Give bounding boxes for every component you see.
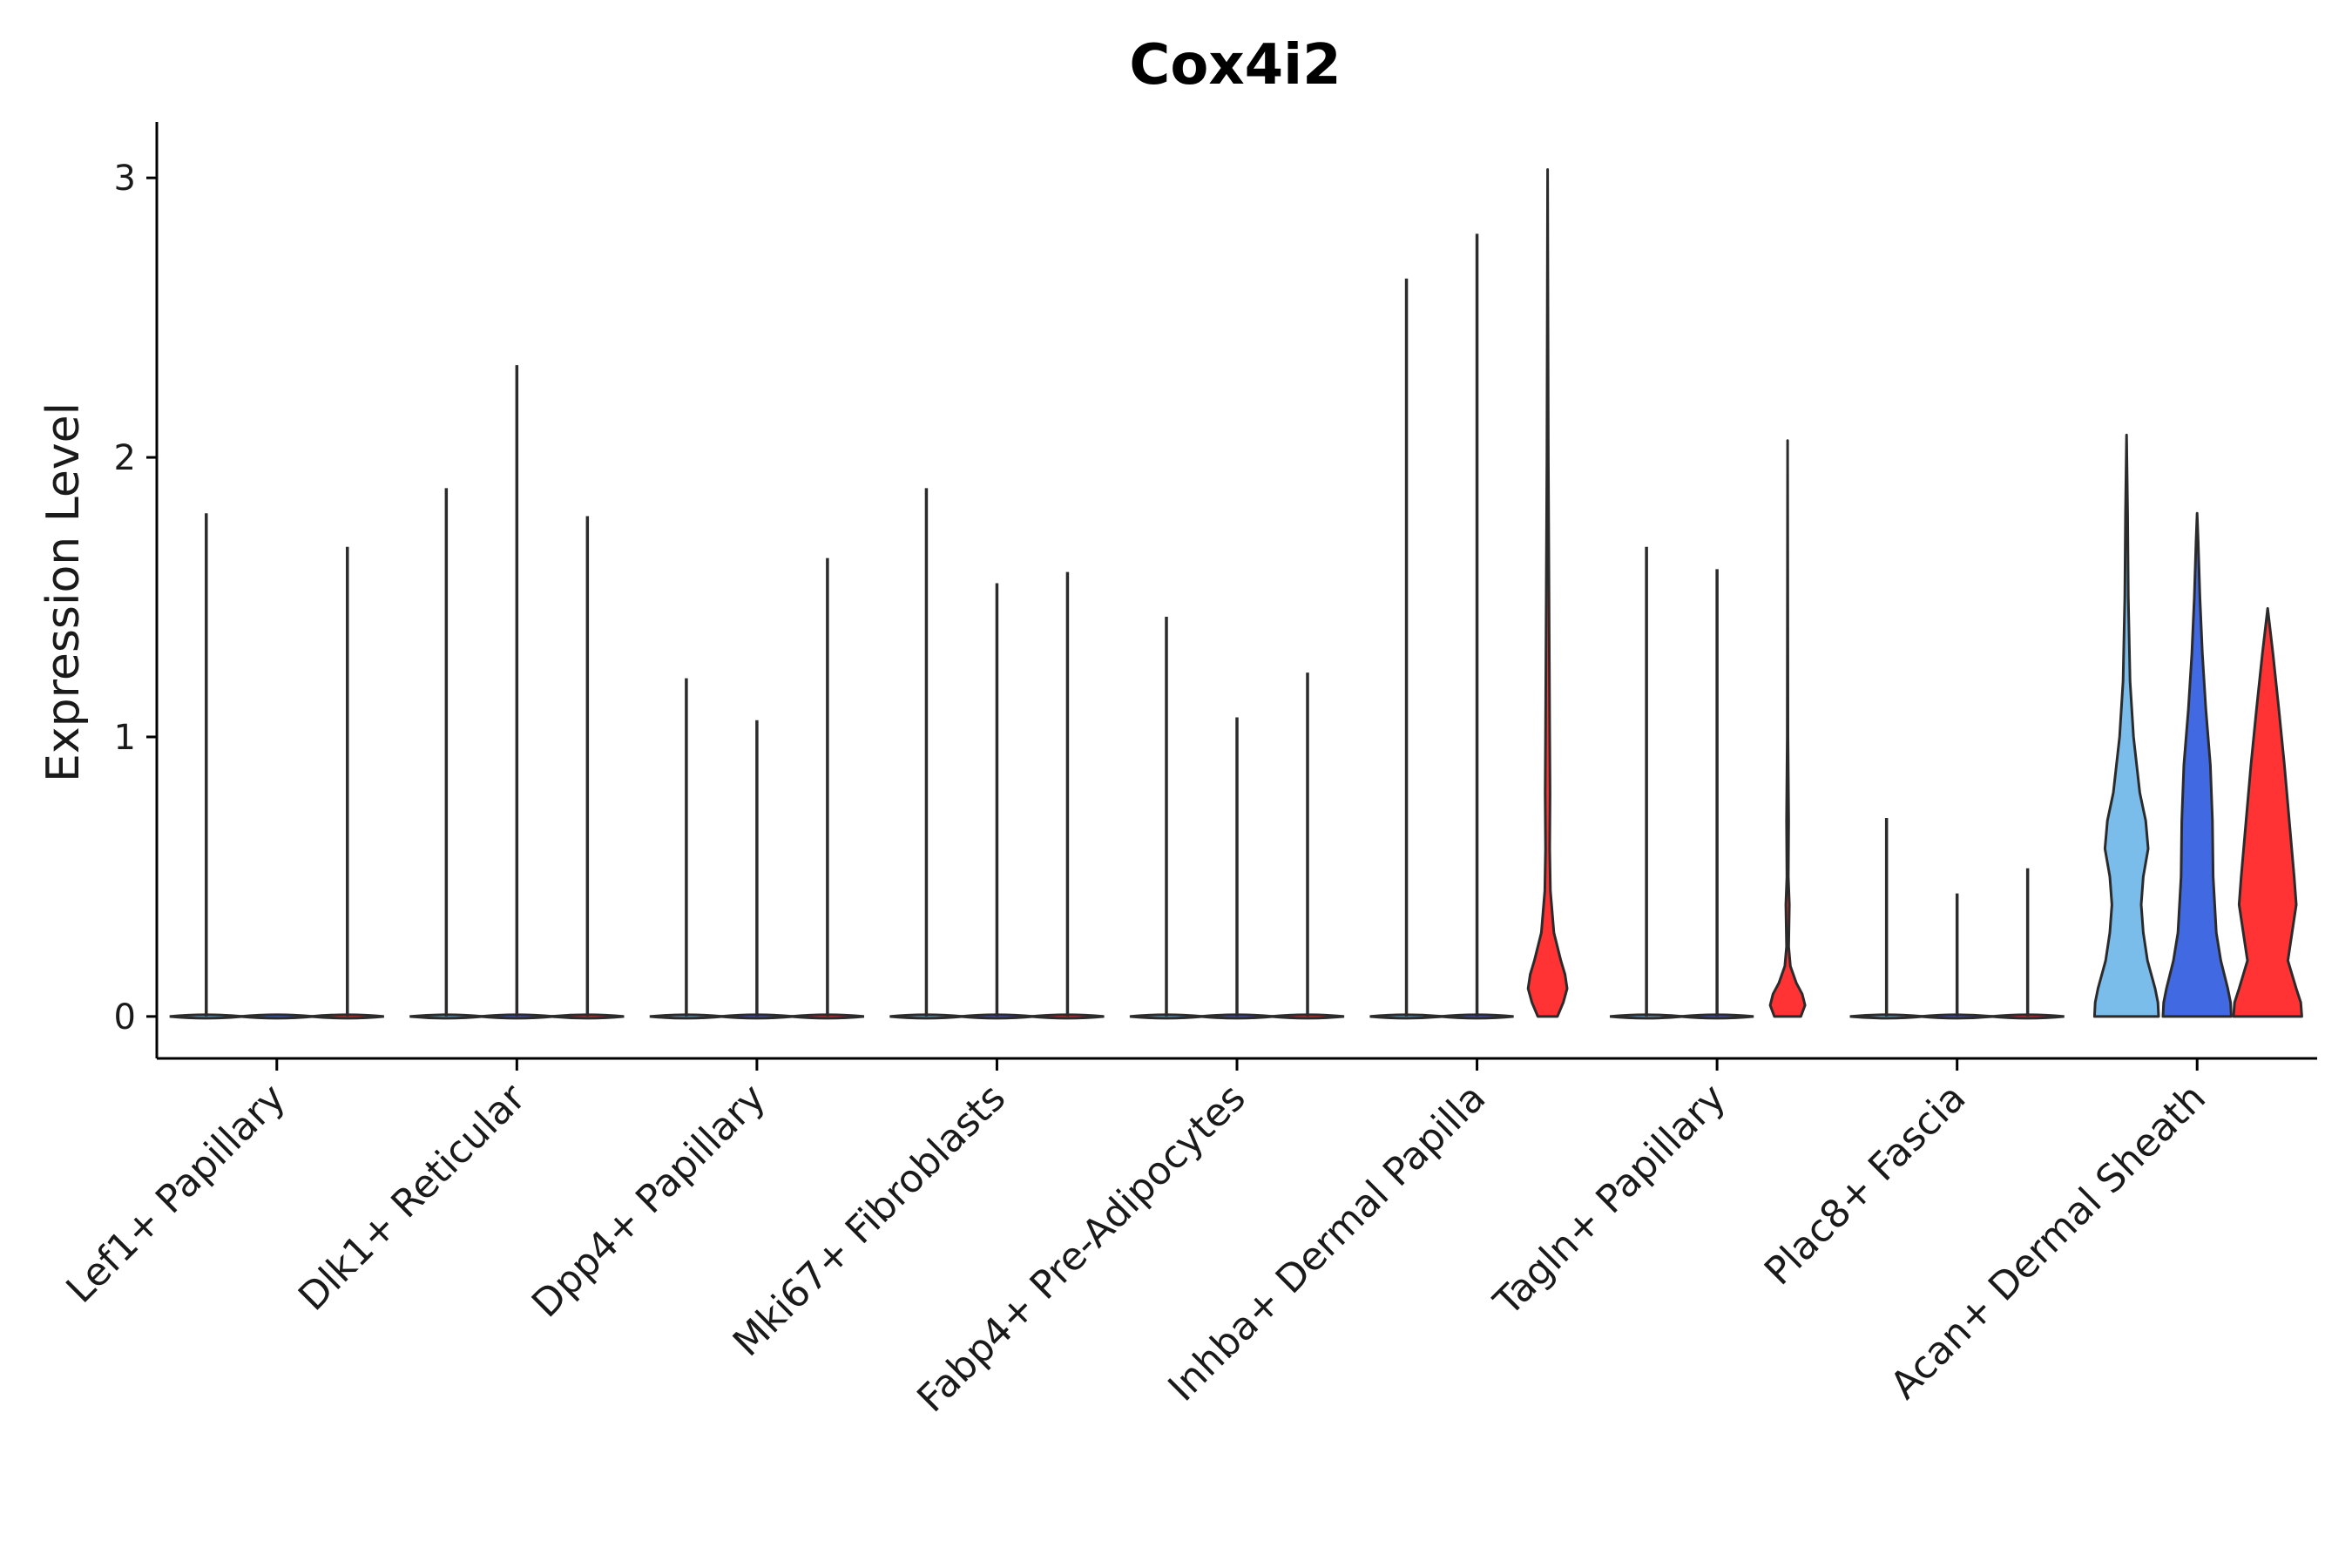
x-tick-label: Lef1+ Papillary (57, 1076, 294, 1312)
violin-baseline (1680, 1013, 1754, 1020)
violin-baseline (1270, 1013, 1345, 1020)
violin-baseline (551, 1013, 625, 1020)
violin-baseline (310, 1013, 384, 1020)
chart-title: Cox4i2 (1129, 33, 1341, 98)
violin-shape (1768, 439, 1807, 1018)
x-tick-label: Dpp4+ Papillary (524, 1076, 774, 1327)
y-tick-label: 3 (114, 159, 136, 199)
violin-shape (2232, 606, 2303, 1018)
x-tick-label: Tagln+ Papillary (1485, 1076, 1734, 1325)
y-tick-label: 0 (114, 997, 136, 1037)
violin-baseline (240, 1013, 314, 1020)
violin-baseline (1031, 1013, 1105, 1020)
plot-area (169, 168, 2303, 1020)
violin-shape (2161, 511, 2233, 1018)
y-ticks: 0 1 2 3 (114, 159, 157, 1037)
x-tick-label: Dlk1+ Reticular (290, 1075, 535, 1320)
y-axis-title: Expression Level (37, 402, 90, 782)
violin-baseline (1440, 1013, 1514, 1020)
y-tick-label: 2 (114, 438, 136, 478)
violin-shape (1526, 168, 1569, 1018)
x-tick-label: Plac8+ Fascia (1756, 1076, 1975, 1294)
violin-baseline (790, 1013, 865, 1020)
y-tick-label: 1 (114, 718, 136, 758)
violin-shape (2092, 433, 2160, 1018)
x-tick-label: Mki67+ Fibroblasts (725, 1076, 1014, 1365)
violin-baseline (1990, 1013, 2065, 1020)
